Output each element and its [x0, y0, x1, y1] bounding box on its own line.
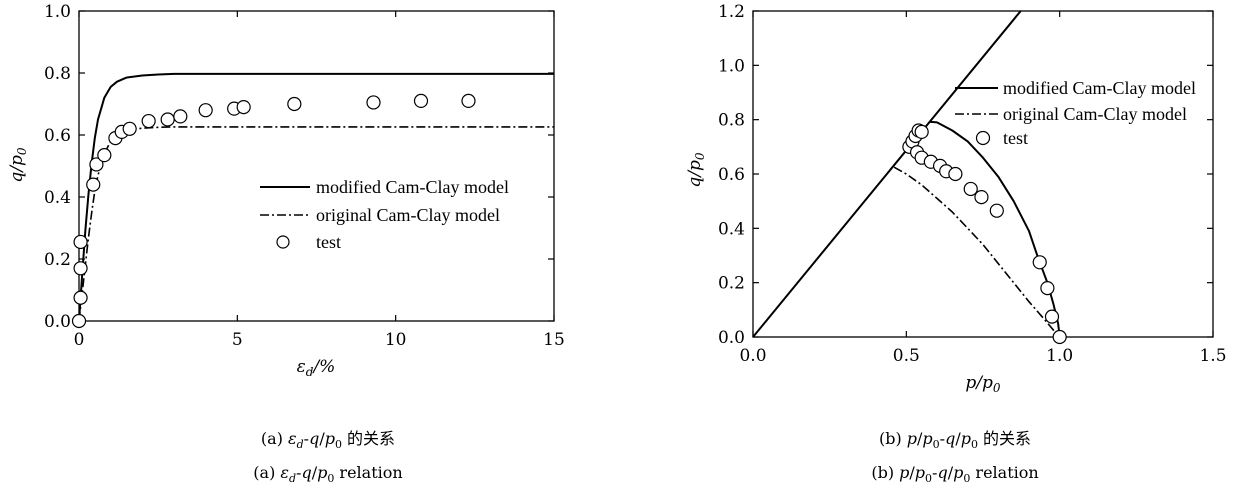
- chart-a-x-axis-label: εd/%: [297, 357, 336, 379]
- chart-a-test-point: [173, 109, 188, 124]
- chart-b-y-tick-label: 1.0: [718, 56, 745, 76]
- chart-a-test-point: [97, 148, 112, 163]
- chart-a-test-point: [71, 313, 87, 329]
- chart-b-y-tick-label: 0.4: [718, 219, 745, 239]
- chart-b-y-tick-label: 0.0: [718, 328, 745, 348]
- chart-b-test-point: [974, 189, 989, 205]
- chart-a-test-point: [160, 112, 175, 127]
- chart-b-x-axis-label: p/p0: [965, 373, 1001, 395]
- chart-a-test-point: [461, 93, 476, 109]
- chart-a-test-point: [86, 177, 101, 192]
- chart-a-y-tick-label: 0.0: [44, 312, 71, 332]
- chart-a-x-tick-label: 10: [385, 330, 407, 350]
- chart-b-y-tick-label: 0.2: [718, 274, 745, 294]
- caption-b-chinese: (b) p/p0-q/p0 的关系: [878, 429, 1032, 452]
- chart-b-test-point: [948, 166, 963, 182]
- chart-a-y-tick-label: 0.8: [44, 64, 71, 84]
- chart-b-y-tick-label: 0.6: [718, 165, 745, 185]
- chart-a-y-tick-label: 1.0: [44, 2, 71, 22]
- chart-a-test-point: [89, 157, 104, 172]
- legend-b-modified: modified Cam-Clay model: [1003, 78, 1196, 98]
- chart-a-ticks: 0 5 10 15 0.0 0.2 0.4 0.6 0.8 1.0: [44, 2, 565, 350]
- chart-b-test-point: [1044, 309, 1060, 324]
- legend-b-test: test: [1003, 128, 1028, 148]
- chart-a-plot-frame: [78, 10, 555, 322]
- caption-a-chinese: (a) εd-q/p0 的关系: [260, 429, 396, 452]
- chart-b-y-tick-label: 1.2: [718, 2, 745, 22]
- legend-b-original: original Cam-Clay model: [1003, 104, 1187, 124]
- chart-a-test-point: [141, 113, 156, 129]
- legend-a-original: original Cam-Clay model: [316, 205, 500, 225]
- chart-a-series: [71, 72, 554, 329]
- caption-a-english: (a) εd-q/p0 relation: [253, 463, 403, 486]
- chart-b-x-tick-label: 1.5: [1199, 346, 1226, 366]
- chart-a-test-point: [122, 121, 137, 136]
- chart-b-test-point: [914, 124, 929, 139]
- chart-a-y-tick-label: 0.2: [44, 250, 71, 270]
- chart-a-y-axis-label: q/p0: [7, 147, 29, 183]
- chart-a-y-tick-label: 0.6: [44, 126, 71, 146]
- chart-b-x-tick-label: 1.0: [1046, 346, 1073, 366]
- chart-b-test-point: [1052, 329, 1067, 345]
- chart-a-test-point: [287, 96, 302, 112]
- chart-b-x-tick-label: 0.5: [893, 346, 920, 366]
- chart-a-legend: modified Cam-Clay model original Cam-Cla…: [260, 177, 509, 252]
- chart-b-x-tick-label: 0.0: [739, 346, 766, 366]
- caption-b-english: (b) p/p0-q/p0 relation: [871, 463, 1039, 486]
- chart-a-y-tick-label: 0.4: [44, 188, 71, 208]
- chart-b-modified-cam-clay-model-line: [929, 120, 1061, 338]
- chart-a-test-point: [198, 103, 213, 118]
- chart-b: 0.0 0.5 1.0 1.5 0.0 0.2 0.4 0.6 0.8 1.0 1.2 q/p0 p…: [685, 2, 1227, 395]
- chart-b-test-point: [963, 181, 978, 197]
- chart-b-series: [752, 10, 1067, 345]
- chart-a-test-point: [366, 95, 381, 110]
- chart-b-test-point: [1040, 281, 1055, 296]
- chart-b-y-axis-label: q/p0: [685, 152, 707, 188]
- legend-a-modified: modified Cam-Clay model: [316, 177, 509, 197]
- chart-a-test-point: [73, 261, 88, 276]
- chart-a-x-tick-label: 0: [74, 330, 85, 350]
- chart-b-legend: modified Cam-Clay model original Cam-Cla…: [955, 78, 1196, 148]
- chart-a-x-tick-label: 5: [232, 330, 243, 350]
- chart-b-critical-state-line-line: [752, 10, 1022, 338]
- chart-b-ticks: 0.0 0.5 1.0 1.5 0.0 0.2 0.4 0.6 0.8 1.0 1.2: [718, 2, 1227, 366]
- chart-b-test-point: [1032, 255, 1047, 270]
- chart-a-test-point: [413, 93, 429, 109]
- chart-a-x-tick-label: 15: [543, 330, 565, 350]
- chart-a: 0 5 10 15 0.0 0.2 0.4 0.6 0.8 1.0 q/p0 εd/% modif…: [7, 2, 565, 379]
- chart-b-plot-frame: [752, 10, 1214, 338]
- legend-a-circle-swatch: [276, 235, 290, 249]
- legend-a-test: test: [316, 232, 341, 252]
- chart-a-test-point: [236, 99, 251, 115]
- legend-b-circle-swatch: [975, 130, 991, 146]
- chart-a-test-point: [73, 290, 88, 305]
- chart-b-y-tick-label: 0.8: [718, 111, 745, 131]
- chart-a-test-point: [73, 234, 88, 250]
- chart-a-modified-cam-clay-model-line: [78, 72, 554, 322]
- chart-b-test-point: [989, 203, 1004, 218]
